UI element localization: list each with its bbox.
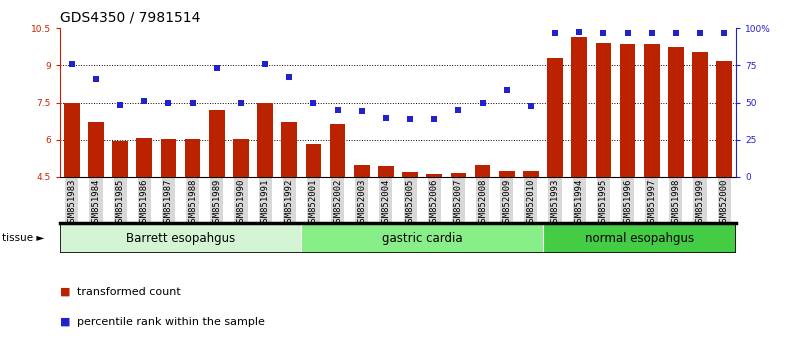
Bar	[302, 223, 543, 253]
Text: ■: ■	[60, 287, 70, 297]
Bar	[233, 139, 249, 177]
Bar	[60, 223, 302, 253]
Point	[404, 116, 416, 122]
Point	[452, 107, 465, 113]
Bar	[572, 37, 587, 177]
Point	[114, 102, 127, 108]
Point	[597, 30, 610, 36]
Bar	[209, 110, 224, 177]
Text: percentile rank within the sample: percentile rank within the sample	[77, 317, 265, 327]
Point	[693, 30, 706, 36]
Bar	[547, 58, 563, 177]
Point	[259, 61, 271, 67]
Bar	[693, 52, 708, 177]
Bar	[620, 45, 635, 177]
Text: ■: ■	[60, 317, 70, 327]
Point	[186, 100, 199, 105]
Bar	[451, 173, 466, 177]
Bar	[402, 172, 418, 177]
Bar	[595, 43, 611, 177]
Point	[428, 116, 441, 122]
Point	[669, 30, 682, 36]
Point	[331, 107, 344, 113]
Bar	[668, 47, 684, 177]
Bar	[64, 103, 80, 177]
Point	[573, 29, 586, 35]
Bar	[282, 122, 297, 177]
Bar	[136, 138, 152, 177]
Bar	[354, 165, 369, 177]
Bar	[499, 171, 514, 177]
Text: tissue ►: tissue ►	[2, 233, 44, 243]
Text: Barrett esopahgus: Barrett esopahgus	[126, 232, 235, 245]
Bar	[427, 174, 442, 177]
Bar	[474, 165, 490, 177]
Point	[210, 65, 223, 71]
Point	[162, 100, 175, 105]
Point	[476, 100, 489, 105]
Text: transformed count: transformed count	[77, 287, 181, 297]
Bar	[88, 122, 103, 177]
Point	[380, 115, 392, 120]
Point	[548, 30, 561, 36]
Bar	[306, 144, 322, 177]
Text: normal esopahgus: normal esopahgus	[585, 232, 694, 245]
Bar	[257, 103, 273, 177]
Point	[90, 76, 103, 82]
Point	[355, 108, 368, 114]
Point	[235, 100, 248, 105]
Text: gastric cardia: gastric cardia	[382, 232, 462, 245]
Point	[501, 87, 513, 93]
Point	[718, 30, 731, 36]
Point	[65, 61, 78, 67]
Point	[138, 98, 150, 104]
Text: GDS4350 / 7981514: GDS4350 / 7981514	[60, 11, 200, 25]
Bar	[543, 223, 736, 253]
Bar	[378, 166, 394, 177]
Bar	[644, 45, 660, 177]
Bar	[330, 125, 345, 177]
Bar	[185, 139, 201, 177]
Bar	[716, 61, 732, 177]
Point	[307, 100, 320, 105]
Point	[646, 30, 658, 36]
Bar	[523, 171, 539, 177]
Point	[283, 74, 295, 79]
Point	[525, 103, 537, 109]
Bar	[112, 141, 128, 177]
Bar	[161, 139, 176, 177]
Point	[621, 30, 634, 36]
